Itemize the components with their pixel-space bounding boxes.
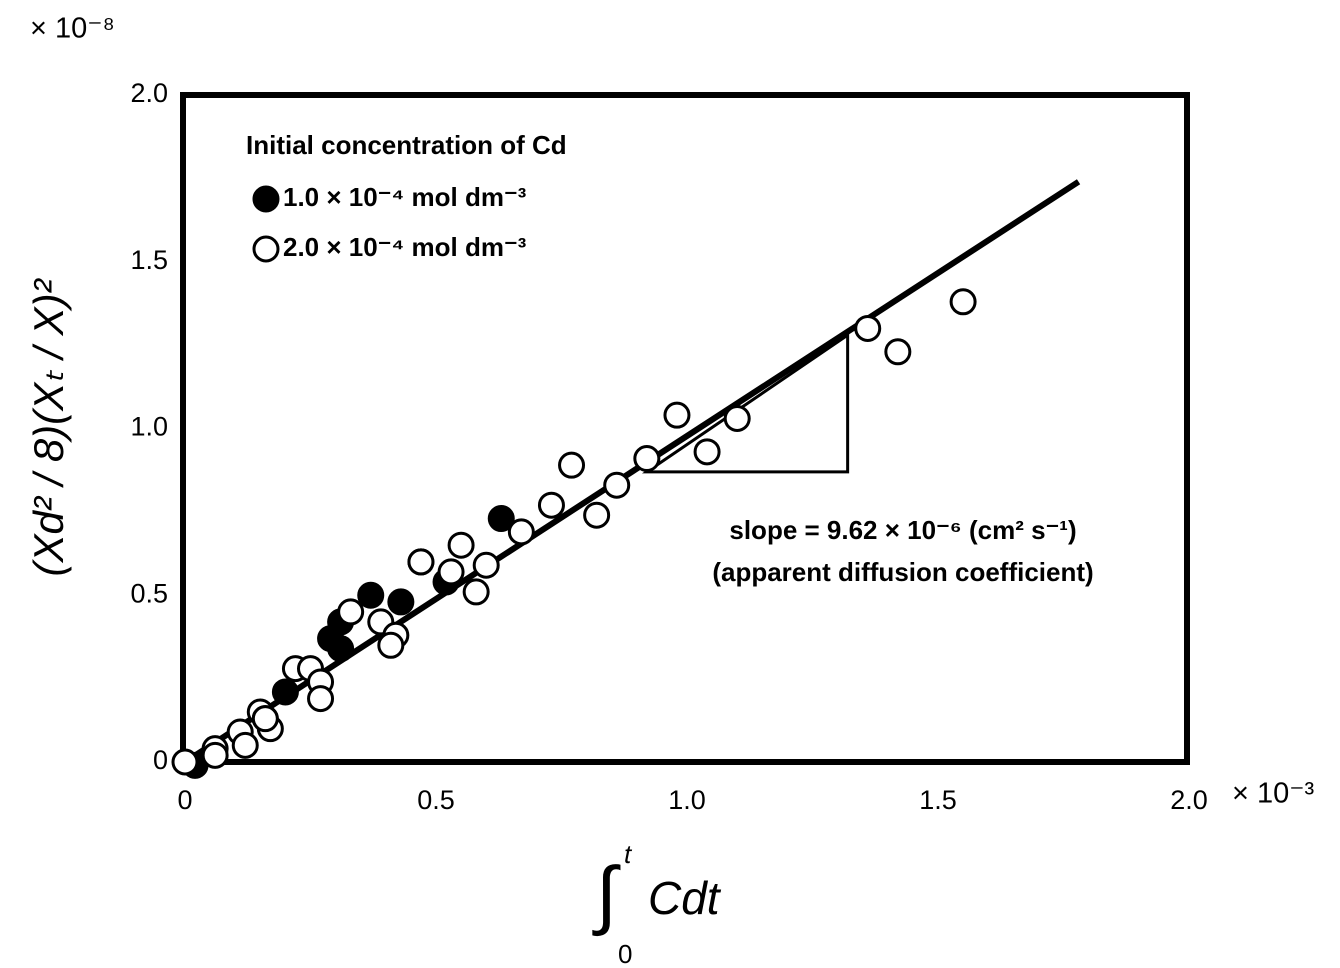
y-tick-label: 0 xyxy=(153,745,168,775)
x-tick-label: 1.5 xyxy=(919,785,957,815)
x-tick-label: 0 xyxy=(177,785,192,815)
data-point xyxy=(387,588,415,616)
x-multiplier: × 10⁻³ xyxy=(1232,778,1315,810)
data-point xyxy=(251,705,279,733)
data-point xyxy=(537,491,565,519)
fit-line xyxy=(183,179,1081,765)
data-point xyxy=(723,404,751,432)
data-point xyxy=(407,548,435,576)
data-point xyxy=(437,558,465,586)
data-point xyxy=(583,501,611,529)
legend-title: Initial concentration of Cd xyxy=(246,130,567,160)
x-label-lower: 0 xyxy=(618,939,632,968)
data-point xyxy=(633,445,661,473)
x-label-integral: ∫ xyxy=(592,852,621,937)
data-point xyxy=(884,338,912,366)
y-tick-label: 2.0 xyxy=(130,78,168,108)
annotation: slope = 9.62 × 10⁻⁶ (cm² s⁻¹) xyxy=(729,515,1076,545)
legend-label: 2.0 × 10⁻⁴ mol dm⁻³ xyxy=(283,232,527,262)
data-point xyxy=(487,505,515,533)
data-point xyxy=(447,531,475,559)
x-tick-label: 1.0 xyxy=(668,785,706,815)
annotation: (apparent diffusion coefficient) xyxy=(712,557,1093,587)
data-point xyxy=(271,678,299,706)
y-tick-label: 1.5 xyxy=(130,245,168,275)
data-point xyxy=(693,438,721,466)
data-point xyxy=(231,731,259,759)
plot-frame xyxy=(180,92,1190,765)
data-point xyxy=(854,314,882,342)
data-point xyxy=(327,635,355,663)
data-point xyxy=(171,748,199,776)
data-point xyxy=(201,741,229,769)
slope-triangle xyxy=(641,332,850,474)
legend-marker xyxy=(252,185,280,213)
data-point xyxy=(377,631,405,659)
y-multiplier: × 10⁻⁸ xyxy=(30,13,115,45)
y-axis-label: (Xd² / 8)(Xₜ / X)² xyxy=(25,277,72,576)
data-point xyxy=(307,685,335,713)
data-point xyxy=(507,518,535,546)
legend-marker xyxy=(252,235,280,263)
data-point xyxy=(558,451,586,479)
x-tick-label: 0.5 xyxy=(417,785,455,815)
data-point xyxy=(357,581,385,609)
data-point xyxy=(472,551,500,579)
data-point xyxy=(603,471,631,499)
data-point xyxy=(663,401,691,429)
x-label-upper: t xyxy=(624,839,633,869)
y-tick-label: 1.0 xyxy=(130,412,168,442)
x-tick-label: 2.0 xyxy=(1170,785,1208,815)
x-label-integrand: Cdt xyxy=(648,872,722,924)
data-point xyxy=(337,598,365,626)
data-point xyxy=(462,578,490,606)
y-tick-label: 0.5 xyxy=(130,578,168,608)
legend-label: 1.0 × 10⁻⁴ mol dm⁻³ xyxy=(283,182,527,212)
data-point xyxy=(949,288,977,316)
